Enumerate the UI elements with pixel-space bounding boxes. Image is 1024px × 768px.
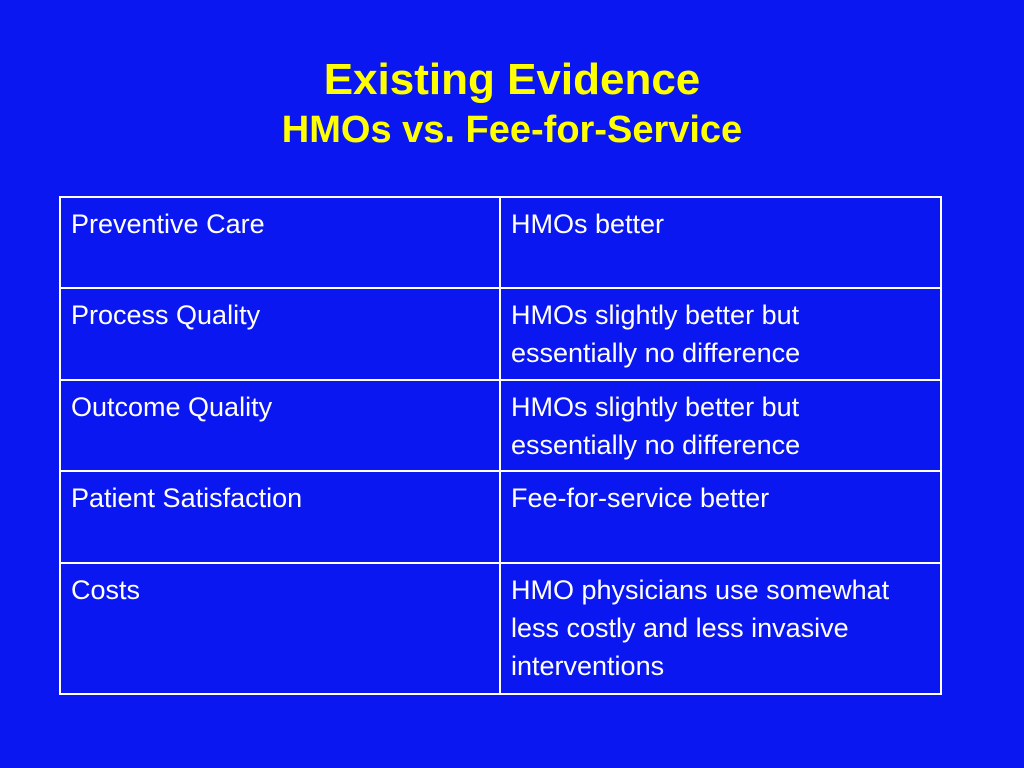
category-cell: Process Quality (59, 287, 501, 381)
table-row: Patient Satisfaction Fee-for-service bet… (59, 470, 942, 564)
table-row: Preventive Care HMOs better (59, 196, 942, 289)
finding-cell: HMOs slightly better but essentially no … (499, 379, 942, 472)
category-cell: Preventive Care (59, 196, 501, 289)
finding-cell: Fee-for-service better (499, 470, 942, 564)
finding-cell: HMOs better (499, 196, 942, 289)
table-row: Costs HMO physicians use somewhat less c… (59, 562, 942, 695)
category-cell: Outcome Quality (59, 379, 501, 472)
slide-title: Existing Evidence (323, 55, 701, 104)
title-block: Existing Evidence HMOs vs. Fee-for-Servi… (0, 54, 1024, 152)
table-row: Process Quality HMOs slightly better but… (59, 287, 942, 381)
category-cell: Patient Satisfaction (59, 470, 501, 564)
slide-subtitle: HMOs vs. Fee-for-Service (281, 109, 743, 151)
finding-cell: HMO physicians use somewhat less costly … (499, 562, 942, 695)
finding-cell: HMOs slightly better but essentially no … (499, 287, 942, 381)
evidence-table: Preventive Care HMOs better Process Qual… (59, 196, 942, 695)
category-cell: Costs (59, 562, 501, 695)
table-row: Outcome Quality HMOs slightly better but… (59, 379, 942, 472)
